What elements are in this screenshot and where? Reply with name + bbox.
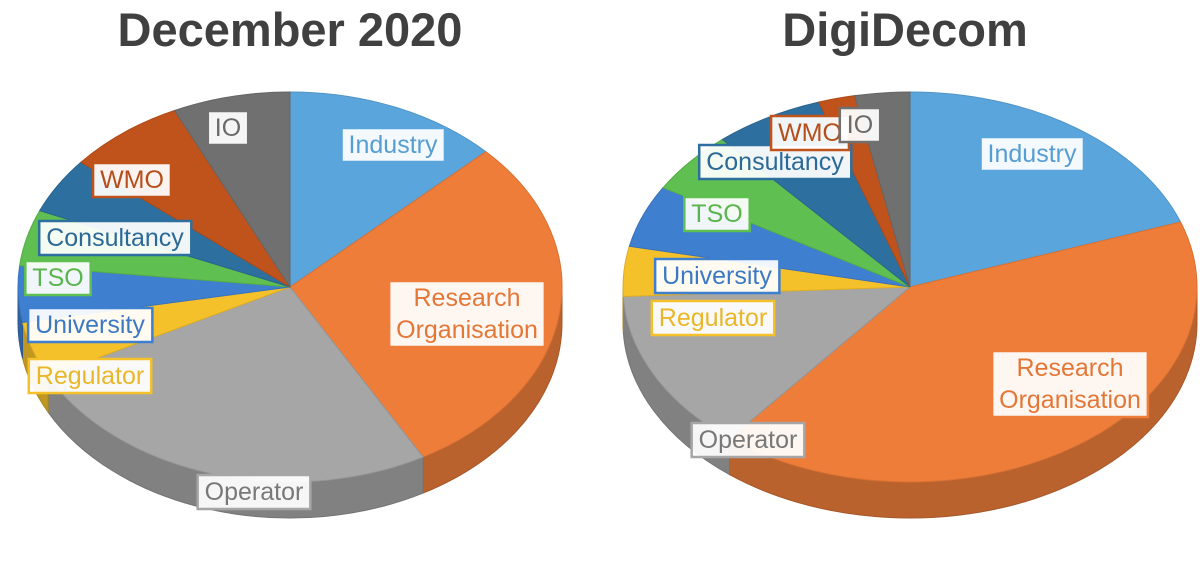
slice-label-industry: Industry — [340, 126, 447, 164]
slice-label-box — [91, 161, 173, 199]
slice-label-text: University — [662, 262, 772, 290]
pie-chart-canvas: Industry Research Organisation Operator Regu… — [622, 91, 1198, 519]
chart-title: December 2020 — [117, 3, 463, 56]
chart-title: DigiDecom — [782, 3, 1028, 56]
slice-label-text: Research — [1017, 354, 1124, 382]
slice-label-box — [206, 109, 250, 147]
slice-label-box — [690, 421, 806, 459]
slice-label-regulator: Regulator — [27, 357, 153, 395]
slice-label-io: IO — [206, 109, 250, 147]
slice-label-io: IO — [838, 106, 882, 144]
slice-label-text: Consultancy — [46, 224, 184, 252]
slice-label-text: TSO — [32, 264, 83, 292]
slice-label-university: University — [653, 257, 781, 295]
slice-label-wmo: WMO — [769, 114, 851, 152]
slice-label-text: Consultancy — [706, 148, 844, 176]
slice-label-operator: Operator — [690, 421, 806, 459]
slice-label-text: Regulator — [36, 362, 144, 390]
slice-label-text: University — [35, 311, 145, 339]
slice-label-text: WMO — [778, 119, 842, 147]
pie-slice-io — [173, 91, 291, 289]
slice-label-box — [838, 106, 882, 144]
slice-label-text: IO — [215, 114, 241, 142]
slice-label-box — [196, 473, 312, 511]
slice-label-text: Regulator — [659, 304, 767, 332]
pie-labels: Industry Research Organisation Operator Regu… — [650, 106, 1150, 459]
slice-label-operator: Operator — [196, 473, 312, 511]
slice-label-regulator: Regulator — [650, 299, 776, 337]
slice-label-text: IO — [847, 111, 873, 139]
slice-label-text: Industry — [988, 140, 1077, 168]
slice-label-wmo: WMO — [91, 161, 173, 199]
pie-chart-canvas: Industry Research Organisation Operator Regu… — [17, 91, 563, 519]
pie-slice-industry — [909, 91, 1182, 288]
pie-labels: Industry Research Organisation Operator Regu… — [24, 109, 547, 511]
slice-label-research-organisation: Research Organisation — [387, 279, 547, 349]
slice-label-box — [340, 126, 447, 164]
slice-label-industry: Industry — [979, 135, 1086, 173]
pie-chart-digidecom: DigiDecom Industry Research Organisation Op… — [610, 0, 1200, 571]
pie-slice-wmo — [80, 109, 291, 288]
slice-label-university: University — [26, 306, 154, 344]
slice-label-box — [26, 306, 154, 344]
slice-label-text: Organisation — [999, 386, 1141, 414]
slice-label-text: TSO — [691, 200, 742, 228]
pie-slices — [622, 91, 1198, 483]
slice-label-box — [683, 195, 751, 233]
slice-label-text: Operator — [699, 426, 798, 454]
slice-label-research-organisation: Research Organisation — [990, 349, 1150, 419]
slice-label-box — [653, 257, 781, 295]
pie-chart-december-2020: December 2020 Industry Research Organisati… — [0, 0, 580, 571]
slice-label-text: Operator — [205, 478, 304, 506]
slice-label-box — [650, 299, 776, 337]
pie-slice-operator — [47, 286, 424, 483]
slice-label-text: Research — [414, 284, 521, 312]
slice-label-text: Organisation — [396, 316, 538, 344]
slice-label-text: Industry — [349, 131, 438, 159]
slice-label-consultancy: Consultancy — [37, 219, 193, 257]
slice-label-box — [387, 279, 547, 349]
slice-label-text: WMO — [100, 166, 164, 194]
slice-label-box — [979, 135, 1086, 173]
slice-label-tso: TSO — [24, 259, 92, 297]
slice-label-box — [27, 357, 153, 395]
slice-label-tso: TSO — [683, 195, 751, 233]
slice-label-box — [37, 219, 193, 257]
slice-label-box — [24, 259, 92, 297]
slice-label-box — [990, 349, 1150, 419]
